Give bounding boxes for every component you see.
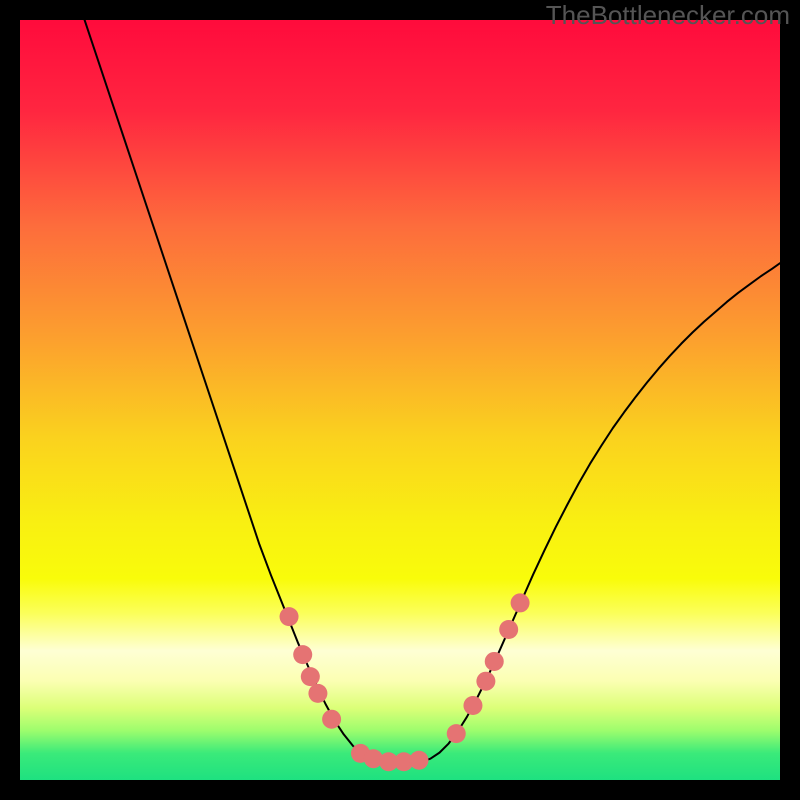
chart-stage: TheBottlenecker.com (0, 0, 800, 800)
data-marker (280, 607, 299, 626)
data-marker (447, 724, 466, 743)
data-marker (301, 667, 320, 686)
chart-svg (20, 20, 780, 780)
gradient-background (20, 20, 780, 780)
data-marker (485, 652, 504, 671)
data-marker (322, 710, 341, 729)
data-marker (308, 684, 327, 703)
data-marker (293, 645, 312, 664)
watermark-text: TheBottlenecker.com (546, 0, 790, 31)
data-marker (463, 696, 482, 715)
data-marker (410, 751, 429, 770)
data-marker (511, 593, 530, 612)
data-marker (499, 620, 518, 639)
data-marker (476, 672, 495, 691)
plot-area (20, 20, 780, 780)
